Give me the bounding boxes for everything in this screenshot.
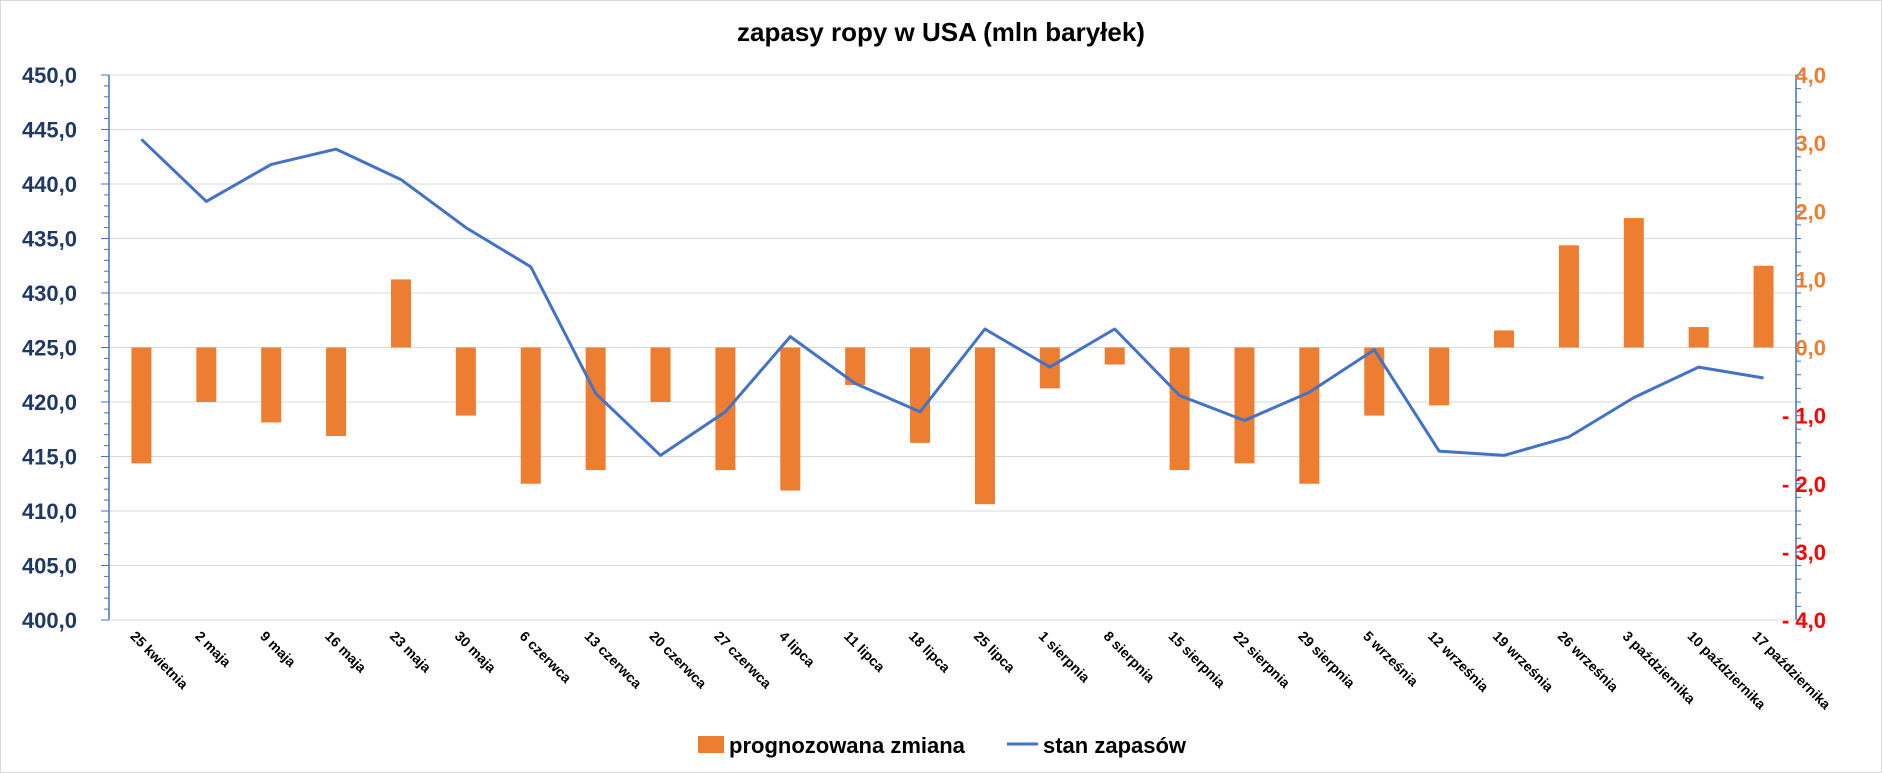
chart-title: zapasy ropy w USA (mln baryłek) (737, 17, 1145, 47)
left-y-tick-label: 425,0 (22, 336, 77, 361)
x-tick-label: 29 sierpnia (1295, 628, 1358, 691)
x-tick-label: 25 kwietnia (127, 628, 191, 692)
axes (101, 74, 1804, 621)
line-series-stan-zapasow (140, 138, 1764, 457)
legend-label-prognozowana-zmiana: prognozowana zmiana (729, 733, 966, 758)
bar (974, 347, 995, 505)
left-y-tick-label: 405,0 (22, 554, 77, 579)
x-tick-label: 15 sierpnia (1165, 628, 1228, 691)
bar (1494, 330, 1515, 348)
bar (1234, 347, 1255, 464)
bar (1299, 347, 1320, 484)
bar (196, 347, 217, 402)
bar (1623, 218, 1644, 348)
left-y-axis-labels: 450,0 445,0 440,0 435,0 430,0 425,0 420,0 415,0… (22, 63, 77, 633)
x-tick-label: 16 maja (322, 628, 370, 676)
bar (585, 347, 606, 471)
right-y-tick-label: - 2,0 (1782, 472, 1826, 497)
left-y-tick-label: 410,0 (22, 499, 77, 524)
x-tick-label: 11 lipca (841, 628, 888, 675)
bar (715, 347, 736, 471)
x-tick-label: 23 maja (387, 628, 435, 676)
bar (1429, 347, 1450, 406)
x-tick-label: 20 czerwca (646, 628, 710, 692)
bar (1104, 347, 1125, 365)
x-tick-label: 6 czerwca (517, 628, 575, 686)
legend-swatch-prognozowana-zmiana (698, 736, 724, 753)
left-y-tick-label: 450,0 (22, 63, 77, 88)
bar (390, 279, 411, 348)
right-y-tick-label: 4,0 (1795, 63, 1826, 88)
right-y-axis-labels: 4,0 3,0 2,0 1,0 0,0 - 1,0 - 2,0 - 3,0 - 4,0 (1782, 63, 1826, 633)
right-y-tick-label: 2,0 (1795, 199, 1826, 224)
x-tick-label: 18 lipca (906, 628, 954, 676)
bar (1688, 327, 1709, 348)
left-y-tick-label: 420,0 (22, 390, 77, 415)
right-y-tick-label: 1,0 (1795, 267, 1826, 292)
x-tick-label: 26 września (1555, 628, 1622, 695)
x-tick-label: 19 września (1490, 628, 1557, 695)
x-tick-label: 30 maja (452, 628, 500, 676)
bar (1169, 347, 1190, 471)
right-y-tick-label: 3,0 (1795, 131, 1826, 156)
x-tick-label: 8 sierpnia (1101, 628, 1159, 686)
left-y-tick-label: 435,0 (22, 227, 77, 252)
x-tick-label: 2 maja (192, 628, 234, 670)
left-y-tick-label: 445,0 (22, 118, 77, 143)
left-y-tick-label: 400,0 (22, 608, 77, 633)
x-tick-label: 13 czerwca (582, 628, 646, 692)
right-y-tick-label: 0,0 (1795, 336, 1826, 361)
x-tick-label: 12 września (1425, 628, 1492, 695)
right-y-tick-label: - 4,0 (1782, 608, 1826, 633)
bar-series-prognozowana-zmiana (131, 218, 1774, 505)
bar (650, 347, 671, 402)
bar (780, 347, 801, 491)
bar (326, 347, 347, 437)
x-tick-label: 9 maja (257, 628, 299, 670)
right-y-tick-label: - 1,0 (1782, 404, 1826, 429)
x-tick-label: 4 lipca (776, 628, 818, 670)
legend-label-stan-zapasow: stan zapasów (1043, 733, 1187, 758)
bar (910, 347, 931, 443)
line-path (140, 138, 1764, 457)
x-tick-label: 1 sierpnia (1036, 628, 1094, 686)
bar (1753, 265, 1774, 348)
bar (1558, 245, 1579, 348)
bar (261, 347, 282, 423)
left-y-tick-label: 430,0 (22, 281, 77, 306)
x-tick-label: 5 września (1360, 628, 1422, 690)
legend: prognozowana zmiana stan zapasów (698, 733, 1187, 758)
bar (845, 347, 866, 385)
x-tick-label: 27 czerwca (711, 628, 775, 692)
bar (1364, 347, 1385, 416)
bar (520, 347, 541, 484)
bar (131, 347, 152, 464)
left-y-tick-label: 440,0 (22, 172, 77, 197)
right-y-tick-label: - 3,0 (1782, 540, 1826, 565)
x-tick-label: 22 sierpnia (1230, 628, 1293, 691)
x-axis-labels: 25 kwietnia 2 maja 9 maja 16 maja 23 maja 30 … (127, 628, 1834, 713)
x-tick-label: 25 lipca (971, 628, 1019, 676)
gridlines (109, 74, 1796, 621)
bar (455, 347, 476, 416)
left-y-tick-label: 415,0 (22, 445, 77, 470)
